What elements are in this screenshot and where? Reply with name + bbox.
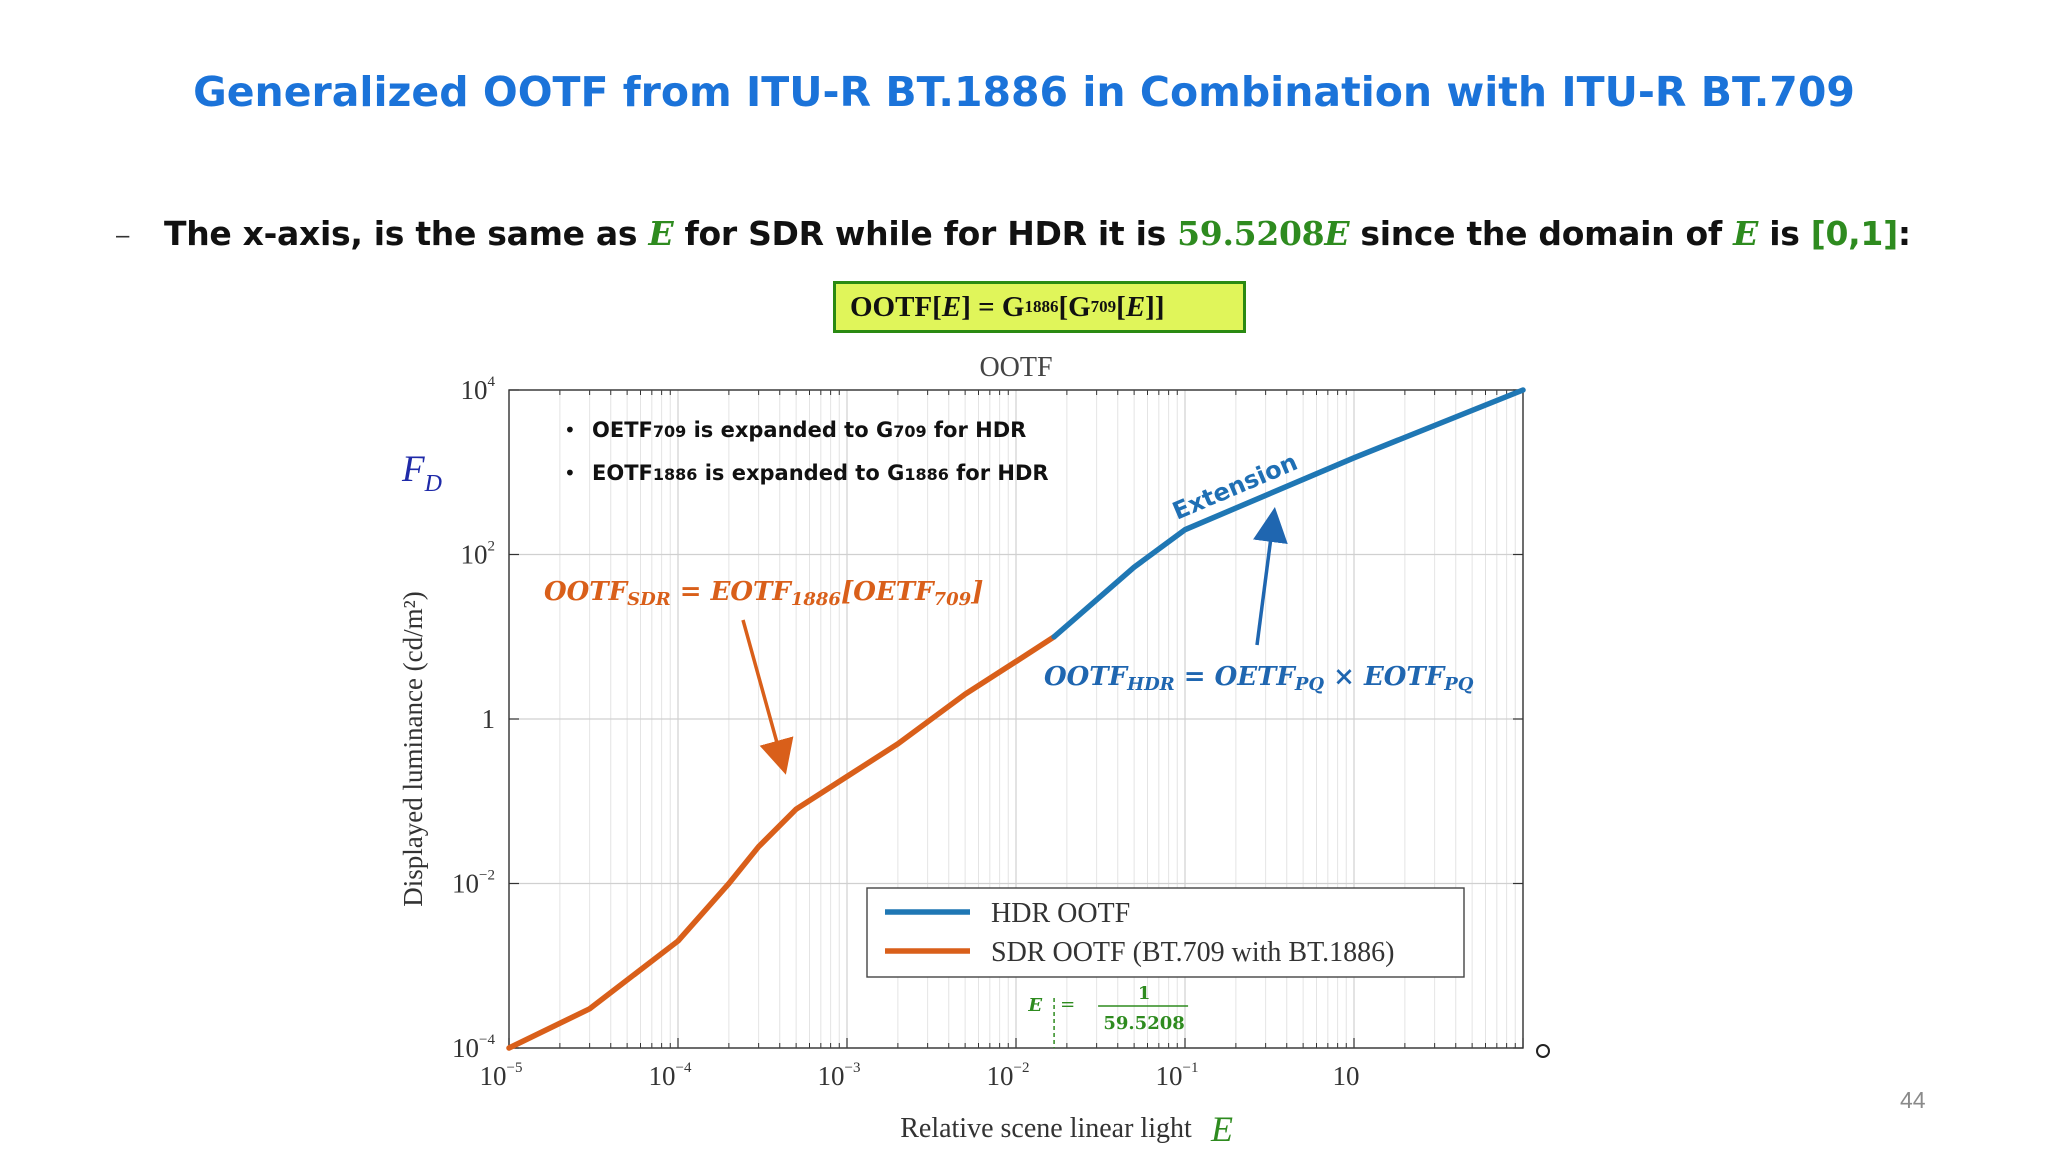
legend-label: SDR OOTF (BT.709 with BT.1886) (991, 937, 1394, 968)
legend-label: HDR OOTF (991, 898, 1130, 929)
x-tick-label: 10−2 (987, 1060, 1030, 1091)
formula-part: ] = G (961, 290, 1025, 323)
ootf-formula-box: OOTF[E] = G 1886 [G 709[E]] (833, 281, 1246, 333)
bullet-hdr-value: 59.5208 (1177, 214, 1325, 253)
formula-sub: 709 (1090, 297, 1117, 316)
x-tick-label: 10−1 (1156, 1060, 1199, 1091)
y-tick-label: 1 (482, 704, 496, 734)
formula-var: E (1125, 290, 1146, 323)
hdr-equation: OOTFHDR = OETFPQ × EOTFPQ (1044, 662, 1474, 695)
formula-part: [ (1116, 290, 1126, 323)
chart-title: OOTF (979, 352, 1052, 383)
bullet-domain: [0,1] (1810, 214, 1898, 253)
slide-title: Generalized OOTF from ITU-R BT.1886 in C… (193, 68, 1855, 116)
formula-part: [G (1058, 290, 1091, 323)
y-tick-label: 102 (461, 539, 496, 570)
annotation-bullet: EOTF1886 is expanded to G1886 for HDR (592, 461, 1049, 485)
x-tick-label: 10−4 (649, 1060, 692, 1091)
x-axis-var-label: E (1210, 1109, 1233, 1148)
degree-mark (1536, 1044, 1550, 1058)
bullet-part-1: The x-axis, is the same as (164, 214, 649, 253)
x-tick-label: 10 (1333, 1061, 1360, 1091)
y-axis-label: Displayed luminance (cd/m²) (398, 591, 428, 907)
bullet-text: The x-axis, is the same as E for SDR whi… (164, 214, 1911, 253)
ootf-chart: 10−5 10−4 10−3 10−2 10−1 10 10−4 10−2 1 102 104 OOT… (386, 348, 1616, 1149)
legend-box (866, 887, 1465, 978)
e-marker-den: 59.5208 (1103, 1013, 1184, 1034)
bullet-dash: – (116, 222, 130, 249)
formula-part: ]] (1145, 290, 1165, 323)
e-marker-num: 1 (1138, 983, 1151, 1004)
plot-frame (508, 389, 1524, 1049)
formula-var: E (941, 290, 962, 323)
e-marker-var: E (1027, 995, 1042, 1016)
hdr-arrow (1253, 507, 1288, 646)
bullet-var-e: E (648, 214, 674, 253)
annotation-bullet-dot: • (564, 418, 576, 442)
sdr-ootf-line (506, 634, 1057, 1051)
hdr-ootf-line (1051, 387, 1526, 640)
x-tick-label: 10−3 (818, 1060, 861, 1091)
fd-axis-symbol: FD (402, 448, 442, 497)
bullet-domain-var-e: E (1733, 214, 1758, 253)
y-tick-label: 10−4 (452, 1032, 495, 1063)
formula-sub: 1886 (1024, 297, 1059, 316)
bullet-hdr-var-e: E (1324, 214, 1350, 253)
annotation-bullet: OETF709 is expanded to G709 for HDR (592, 418, 1026, 442)
bullet-part-3: since the domain of (1349, 214, 1734, 253)
bullet-part-2: for SDR while for HDR it is (673, 214, 1178, 253)
sdr-equation: OOTFSDR = EOTF1886[OETF709] (544, 577, 983, 610)
x-tick-label: 10−5 (480, 1060, 523, 1091)
bullet-part-4: is (1758, 214, 1811, 253)
e-marker-eq: = (1060, 994, 1075, 1015)
fd-sub: D (424, 471, 442, 497)
sdr-arrow (741, 619, 794, 775)
x-axis-label: Relative scene linear light (900, 1113, 1192, 1144)
y-tick-label: 10−2 (452, 868, 495, 899)
page-number: 44 (1900, 1087, 1926, 1113)
bullet-colon: : (1897, 214, 1911, 253)
fd-main: F (402, 449, 425, 490)
y-tick-label: 104 (461, 374, 496, 405)
annotation-bullet-dot: • (564, 461, 576, 485)
formula-part: OOTF[ (850, 290, 942, 323)
